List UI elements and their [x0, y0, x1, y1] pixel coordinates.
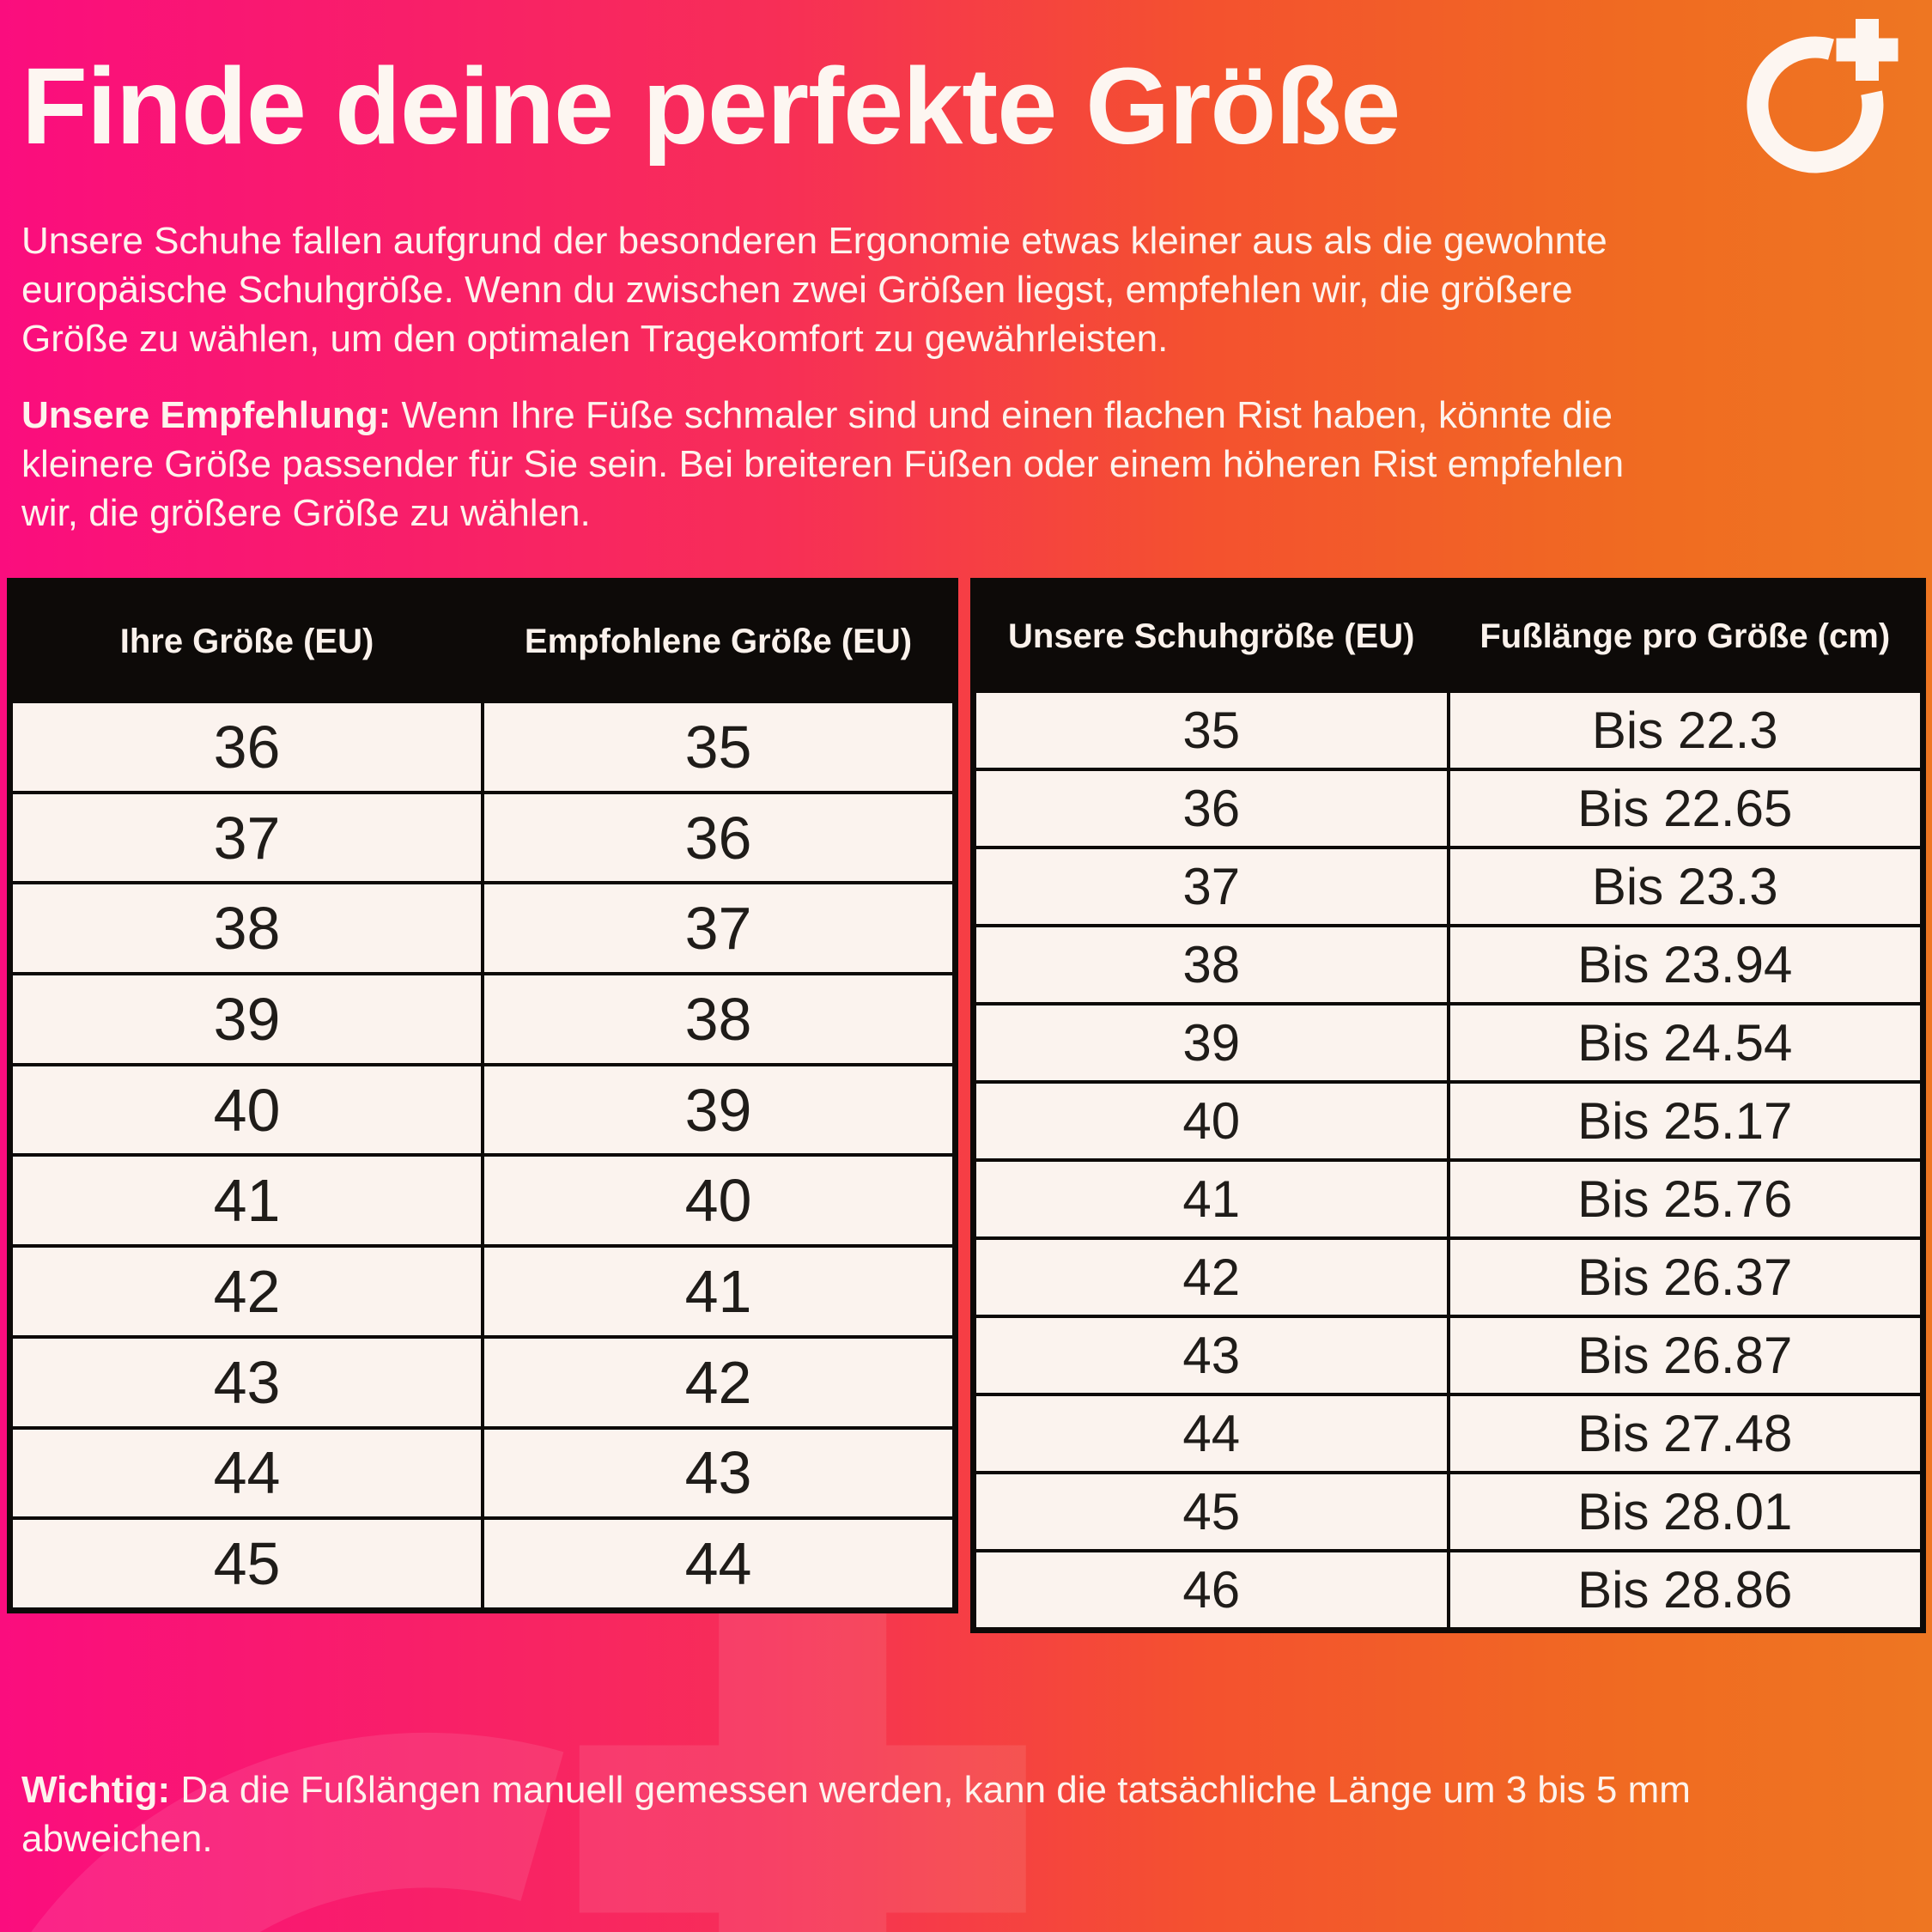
recommendation-line: Unsere Empfehlung: Wenn Ihre Füße schmal… — [21, 391, 1624, 440]
shoe-size-cell: 36 — [976, 771, 1447, 846]
foot-length-cell: Bis 27.48 — [1449, 1396, 1920, 1471]
column-header-recommended-size: Empfohlene Größe (EU) — [484, 584, 952, 700]
circle-plus-logo-icon — [1747, 19, 1901, 173]
important-note: Wichtig: Da die Fußlängen manuell gemess… — [21, 1765, 1691, 1863]
recommendation-label: Unsere Empfehlung: — [21, 394, 392, 436]
foot-length-cell: Bis 26.87 — [1449, 1318, 1920, 1393]
recommended-size-cell: 43 — [484, 1429, 952, 1517]
foot-length-cell: Bis 23.3 — [1449, 849, 1920, 924]
recommended-size-cell: 35 — [484, 703, 952, 791]
recommended-size-cell: 38 — [484, 975, 952, 1063]
recommended-size-cell: 40 — [484, 1157, 952, 1245]
recommendation-text: Wenn Ihre Füße schmaler sind und einen f… — [401, 394, 1613, 436]
foot-length-cell: Bis 23.94 — [1449, 927, 1920, 1002]
intro-paragraph: Unsere Schuhe fallen aufgrund der besond… — [21, 216, 1607, 363]
your-size-cell: 39 — [13, 975, 481, 1063]
shoe-size-cell: 40 — [976, 1084, 1447, 1158]
note-line: Wichtig: Da die Fußlängen manuell gemess… — [21, 1765, 1691, 1814]
foot-length-cell: Bis 24.54 — [1449, 1005, 1920, 1080]
shoe-size-cell: 39 — [976, 1005, 1447, 1080]
foot-length-cell: Bis 26.37 — [1449, 1240, 1920, 1315]
foot-length-cell: Bis 25.17 — [1449, 1084, 1920, 1158]
foot-length-cell: Bis 28.86 — [1449, 1552, 1920, 1627]
shoe-size-cell: 46 — [976, 1552, 1447, 1627]
note-line: abweichen. — [21, 1818, 213, 1860]
note-text: Da die Fußlängen manuell gemessen werden… — [180, 1769, 1691, 1811]
shoe-size-cell: 37 — [976, 849, 1447, 924]
recommendation-line: wir, die größere Größe zu wählen. — [21, 492, 591, 534]
recommended-size-cell: 36 — [484, 793, 952, 882]
recommended-size-cell: 42 — [484, 1338, 952, 1426]
foot-length-table: Unsere Schuhgröße (EU) Fußlänge pro Größ… — [970, 578, 1926, 1633]
foot-length-cell: Bis 25.76 — [1449, 1162, 1920, 1236]
your-size-cell: 37 — [13, 793, 481, 882]
recommended-size-cell: 41 — [484, 1248, 952, 1335]
page-title: Finde deine perfekte Größe — [21, 46, 1400, 167]
recommended-size-cell: 39 — [484, 1066, 952, 1154]
shoe-size-cell: 42 — [976, 1240, 1447, 1315]
recommendation-line: kleinere Größe passender für Sie sein. B… — [21, 443, 1625, 485]
your-size-cell: 42 — [13, 1248, 481, 1335]
your-size-cell: 38 — [13, 884, 481, 973]
your-size-cell: 44 — [13, 1429, 481, 1517]
foot-length-cell: Bis 22.3 — [1449, 693, 1920, 768]
shoe-size-cell: 45 — [976, 1474, 1447, 1549]
intro-line: Größe zu wählen, um den optimalen Tragek… — [21, 318, 1169, 360]
column-header-shoe-size: Unsere Schuhgröße (EU) — [976, 584, 1447, 690]
your-size-cell: 36 — [13, 703, 481, 791]
your-size-cell: 43 — [13, 1338, 481, 1426]
column-header-your-size: Ihre Größe (EU) — [13, 584, 481, 700]
your-size-cell: 45 — [13, 1520, 481, 1607]
shoe-size-cell: 41 — [976, 1162, 1447, 1236]
your-size-cell: 41 — [13, 1157, 481, 1245]
foot-length-cell: Bis 22.65 — [1449, 771, 1920, 846]
recommendation-paragraph: Unsere Empfehlung: Wenn Ihre Füße schmal… — [21, 391, 1624, 538]
size-conversion-table: Ihre Größe (EU) Empfohlene Größe (EU) 36… — [7, 578, 958, 1613]
column-header-foot-length: Fußlänge pro Größe (cm) — [1449, 584, 1920, 690]
intro-line: Unsere Schuhe fallen aufgrund der besond… — [21, 220, 1607, 262]
note-label: Wichtig: — [21, 1769, 171, 1811]
recommended-size-cell: 37 — [484, 884, 952, 973]
shoe-size-cell: 35 — [976, 693, 1447, 768]
your-size-cell: 40 — [13, 1066, 481, 1154]
shoe-size-cell: 44 — [976, 1396, 1447, 1471]
shoe-size-cell: 43 — [976, 1318, 1447, 1393]
shoe-size-cell: 38 — [976, 927, 1447, 1002]
intro-line: europäische Schuhgröße. Wenn du zwischen… — [21, 269, 1573, 311]
recommended-size-cell: 44 — [484, 1520, 952, 1607]
foot-length-cell: Bis 28.01 — [1449, 1474, 1920, 1549]
